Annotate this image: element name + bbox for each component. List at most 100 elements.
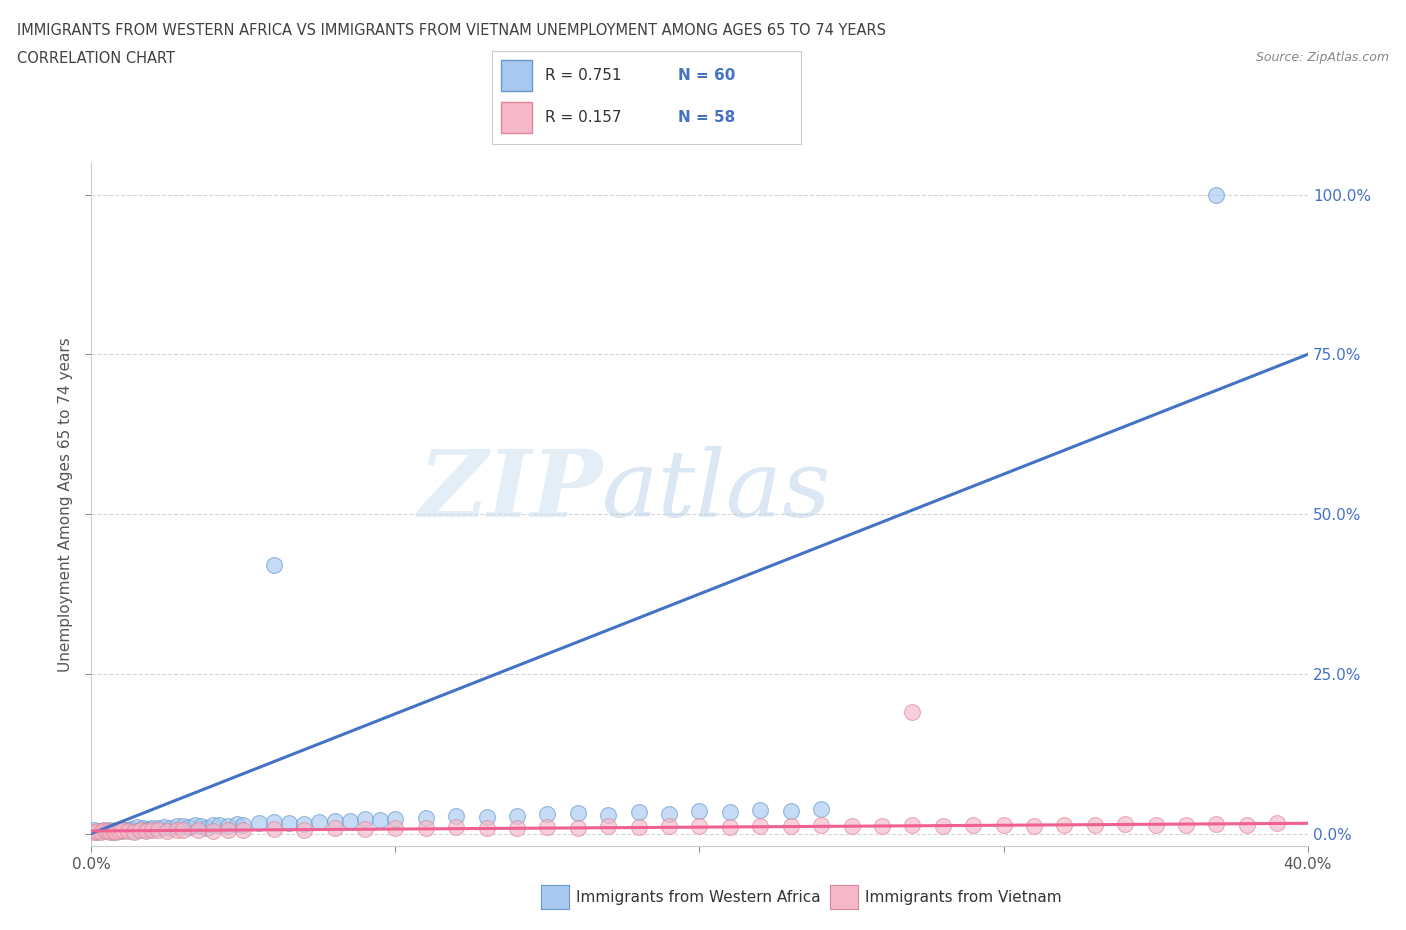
Point	[993, 817, 1015, 832]
Point	[107, 823, 129, 838]
Text: Immigrants from Vietnam: Immigrants from Vietnam	[865, 890, 1062, 905]
Point	[114, 822, 136, 837]
Point	[718, 805, 741, 820]
Point	[89, 824, 111, 839]
Point	[86, 824, 108, 839]
Point	[104, 822, 127, 837]
Point	[1114, 817, 1136, 831]
Point	[627, 819, 650, 834]
Point	[810, 802, 832, 817]
Point	[475, 821, 498, 836]
Point	[536, 807, 558, 822]
Point	[292, 817, 315, 831]
Point	[263, 558, 285, 573]
Point	[263, 821, 285, 836]
Point	[901, 817, 924, 832]
Point	[122, 824, 145, 839]
Point	[870, 819, 893, 834]
Point	[323, 821, 346, 836]
Point	[232, 817, 254, 832]
Point	[1084, 817, 1107, 832]
Point	[101, 824, 124, 839]
Point	[658, 806, 681, 821]
Point	[111, 824, 134, 839]
Point	[129, 823, 152, 838]
Point	[184, 817, 207, 832]
Point	[901, 705, 924, 720]
Point	[323, 814, 346, 829]
Point	[232, 823, 254, 838]
Point	[86, 824, 108, 839]
Point	[354, 812, 377, 827]
Point	[1236, 817, 1258, 832]
Text: R = 0.751: R = 0.751	[544, 68, 621, 84]
Point	[217, 822, 239, 837]
Point	[1205, 817, 1227, 831]
Point	[107, 824, 129, 839]
Point	[962, 817, 984, 832]
Point	[247, 816, 270, 830]
Point	[125, 819, 148, 834]
Point	[153, 819, 176, 834]
Point	[1022, 818, 1045, 833]
Point	[166, 819, 188, 834]
Point	[208, 817, 231, 832]
Point	[475, 809, 498, 824]
Point	[658, 818, 681, 833]
Point	[135, 823, 157, 838]
Point	[263, 815, 285, 830]
Point	[444, 819, 467, 834]
Point	[148, 821, 170, 836]
Point	[190, 819, 212, 834]
Point	[141, 820, 163, 835]
Text: Immigrants from Western Africa: Immigrants from Western Africa	[576, 890, 821, 905]
Point	[368, 813, 391, 828]
Point	[779, 819, 801, 834]
Point	[138, 821, 160, 836]
Point	[1174, 817, 1197, 832]
Point	[195, 820, 218, 835]
Point	[148, 822, 170, 837]
Point	[217, 818, 239, 833]
Point	[226, 817, 249, 831]
Point	[506, 820, 529, 835]
Point	[172, 818, 194, 833]
Point	[1053, 817, 1076, 832]
Point	[96, 824, 118, 839]
Point	[177, 819, 200, 834]
Point	[384, 811, 406, 826]
Bar	[502, 60, 533, 91]
Point	[1205, 187, 1227, 202]
Point	[718, 819, 741, 834]
Text: ZIP: ZIP	[418, 445, 602, 536]
Point	[841, 818, 863, 833]
Point	[135, 824, 157, 839]
Point	[111, 823, 134, 838]
Point	[83, 824, 105, 839]
Point	[810, 817, 832, 832]
Point	[96, 824, 118, 839]
Text: N = 58: N = 58	[678, 110, 735, 126]
Point	[117, 824, 139, 839]
Point	[598, 807, 620, 822]
Point	[89, 824, 111, 839]
Point	[101, 824, 124, 839]
Point	[749, 818, 772, 833]
Point	[292, 822, 315, 837]
Text: R = 0.157: R = 0.157	[544, 110, 621, 126]
Point	[122, 824, 145, 839]
Point	[688, 804, 710, 818]
Point	[98, 823, 121, 838]
Point	[93, 822, 115, 837]
Point	[339, 814, 361, 829]
Point	[415, 821, 437, 836]
Point	[93, 823, 115, 838]
Point	[567, 820, 589, 835]
Point	[202, 817, 225, 832]
Point	[141, 823, 163, 838]
Text: atlas: atlas	[602, 445, 832, 536]
Point	[749, 803, 772, 817]
Point	[384, 820, 406, 835]
Point	[98, 824, 121, 839]
Point	[536, 819, 558, 834]
